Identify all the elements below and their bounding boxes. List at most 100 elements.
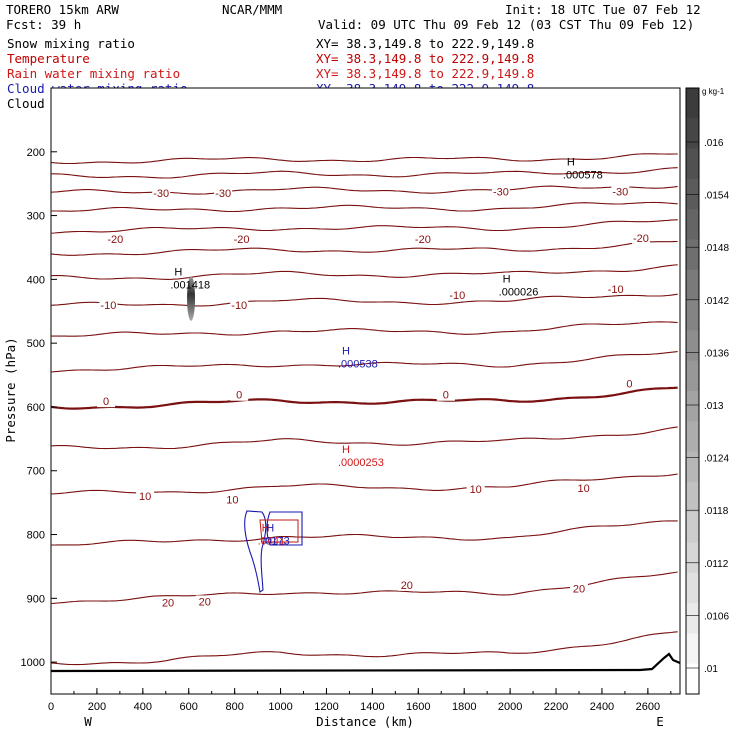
contour-label: 10 — [139, 491, 151, 503]
x-tick-label: 2000 — [498, 701, 522, 713]
contour-label-bg — [223, 493, 242, 506]
x-tick-label: 1200 — [314, 701, 338, 713]
rain-water-contour — [259, 519, 299, 543]
contour-label-bg — [214, 187, 233, 200]
contour-label: 0 — [626, 378, 632, 390]
extremum-value: .000578 — [563, 169, 603, 181]
terrain-line — [50, 652, 681, 673]
colorbar-band — [686, 118, 699, 150]
y-tick-label: 700 — [27, 466, 45, 478]
isotherm-line — [51, 264, 678, 280]
colorbar-band — [686, 148, 699, 180]
isotherm-line — [51, 473, 678, 495]
x-tick-label: 1600 — [406, 701, 430, 713]
init-time: Init: 18 UTC Tue 07 Feb 12 — [505, 2, 701, 17]
terrain-surface — [50, 652, 681, 673]
colorbar-label: .013 — [704, 401, 724, 412]
isotherm-line — [51, 351, 678, 373]
isotherm-line — [51, 321, 678, 337]
colorbar-band — [686, 542, 699, 574]
east-endpoint-label: E — [656, 714, 664, 729]
cloud-water-contour — [244, 510, 267, 593]
west-endpoint-label: W — [84, 714, 92, 729]
x-tick-label: 0 — [48, 701, 54, 713]
extremum-marker: H — [567, 156, 575, 168]
x-tick-label: 1000 — [268, 701, 292, 713]
colorbar-label: .0118 — [704, 506, 729, 517]
extremum-marker: H — [503, 274, 511, 286]
extremum-marker: H — [262, 522, 270, 534]
colorbar-band — [686, 663, 699, 695]
colorbar-label: .0124 — [704, 454, 729, 465]
x-tick-label: 600 — [180, 701, 198, 713]
field-name: Snow mixing ratio — [7, 36, 135, 51]
colorbar-band — [686, 451, 699, 483]
contour-labels: -30 -30 -30 -30 -20 -20 -20 -20 -10 -10 -10 -10 0 0 0 0… — [97, 185, 650, 610]
contour-label: -20 — [234, 234, 250, 246]
colorbar-band — [686, 481, 699, 513]
colorbar-frame — [685, 87, 700, 695]
colorbar-label: .0136 — [704, 348, 729, 359]
contour-label-bg — [195, 595, 214, 608]
cloud-ice-shading — [187, 276, 196, 321]
isotherms — [51, 153, 678, 666]
plot-area: -30 -30 -30 -30 -20 -20 -20 -20 -10 -10 -10 -10 0 0 0 0… — [50, 87, 681, 695]
colorbar-band — [686, 633, 699, 665]
valid-time: Valid: 09 UTC Thu 09 Feb 12 (03 CST Thu … — [318, 17, 694, 32]
contour-label-bg — [574, 481, 593, 494]
contour-label-bg — [152, 187, 171, 200]
contour-label: 20 — [401, 580, 413, 592]
x-tick-label: 2400 — [590, 701, 614, 713]
colorbar-band — [686, 572, 699, 604]
x-tick-label: 800 — [225, 701, 243, 713]
colorbar-band — [686, 330, 699, 362]
contour-label-bg — [631, 231, 650, 244]
contour-label: -10 — [231, 300, 247, 312]
contour-label-bg — [230, 298, 249, 311]
colorbar-band — [686, 603, 699, 634]
extremum-value: .000538 — [338, 359, 378, 371]
forecast-hour: Fcst: 39 h — [6, 17, 81, 32]
x-tick-label: 200 — [88, 701, 106, 713]
x-axis-label: Distance (km) — [316, 714, 414, 729]
x-tick-label: 400 — [134, 701, 152, 713]
contour-label-bg — [620, 377, 639, 390]
x-tick-label: 2200 — [544, 701, 568, 713]
extremum-value: .001418 — [170, 280, 210, 292]
colorbar-label: .016 — [704, 138, 724, 149]
contour-label: -30 — [153, 188, 169, 200]
isotherm-line — [51, 426, 678, 450]
field-xy: XY= 38.3,149.8 to 222.9,149.8 — [316, 66, 534, 81]
contour-label: -10 — [449, 290, 465, 302]
contour-label: -30 — [612, 186, 628, 198]
cloud-water-contours — [244, 510, 303, 593]
isotherm-line — [51, 201, 678, 213]
y-tick-label: 1000 — [21, 657, 45, 669]
contour-label: 20 — [162, 598, 174, 610]
x-tick-label: 1400 — [360, 701, 384, 713]
contour-label-bg — [136, 490, 155, 503]
contour-label-bg — [611, 185, 630, 198]
contour-label-bg — [159, 596, 178, 609]
contour-label-bg — [448, 289, 467, 302]
isotherm-line — [51, 386, 678, 410]
contour-label: 10 — [226, 494, 238, 506]
y-tick-label: 900 — [27, 593, 45, 605]
y-axis-label: Pressure (hPa) — [3, 337, 18, 442]
y-tick-label: 500 — [27, 338, 45, 350]
x-tick-label: 1800 — [452, 701, 476, 713]
isotherm-line — [51, 631, 678, 666]
colorbar-band — [686, 421, 699, 453]
y-tick-label: 400 — [27, 274, 45, 286]
contour-label: -30 — [215, 188, 231, 200]
rain-water-contours — [259, 519, 299, 543]
isotherm-line — [51, 153, 678, 165]
x-axis: 0 200 400 600 800 1000 1200 1400 1600 1800 2000 220… — [48, 688, 672, 713]
extremum-marker: H — [266, 522, 274, 534]
contour-label: 20 — [199, 596, 211, 608]
contour-label-bg — [413, 233, 432, 246]
contour-label-bg — [491, 185, 510, 198]
colorbar-band — [686, 300, 699, 331]
contour-label-bg — [99, 298, 118, 311]
